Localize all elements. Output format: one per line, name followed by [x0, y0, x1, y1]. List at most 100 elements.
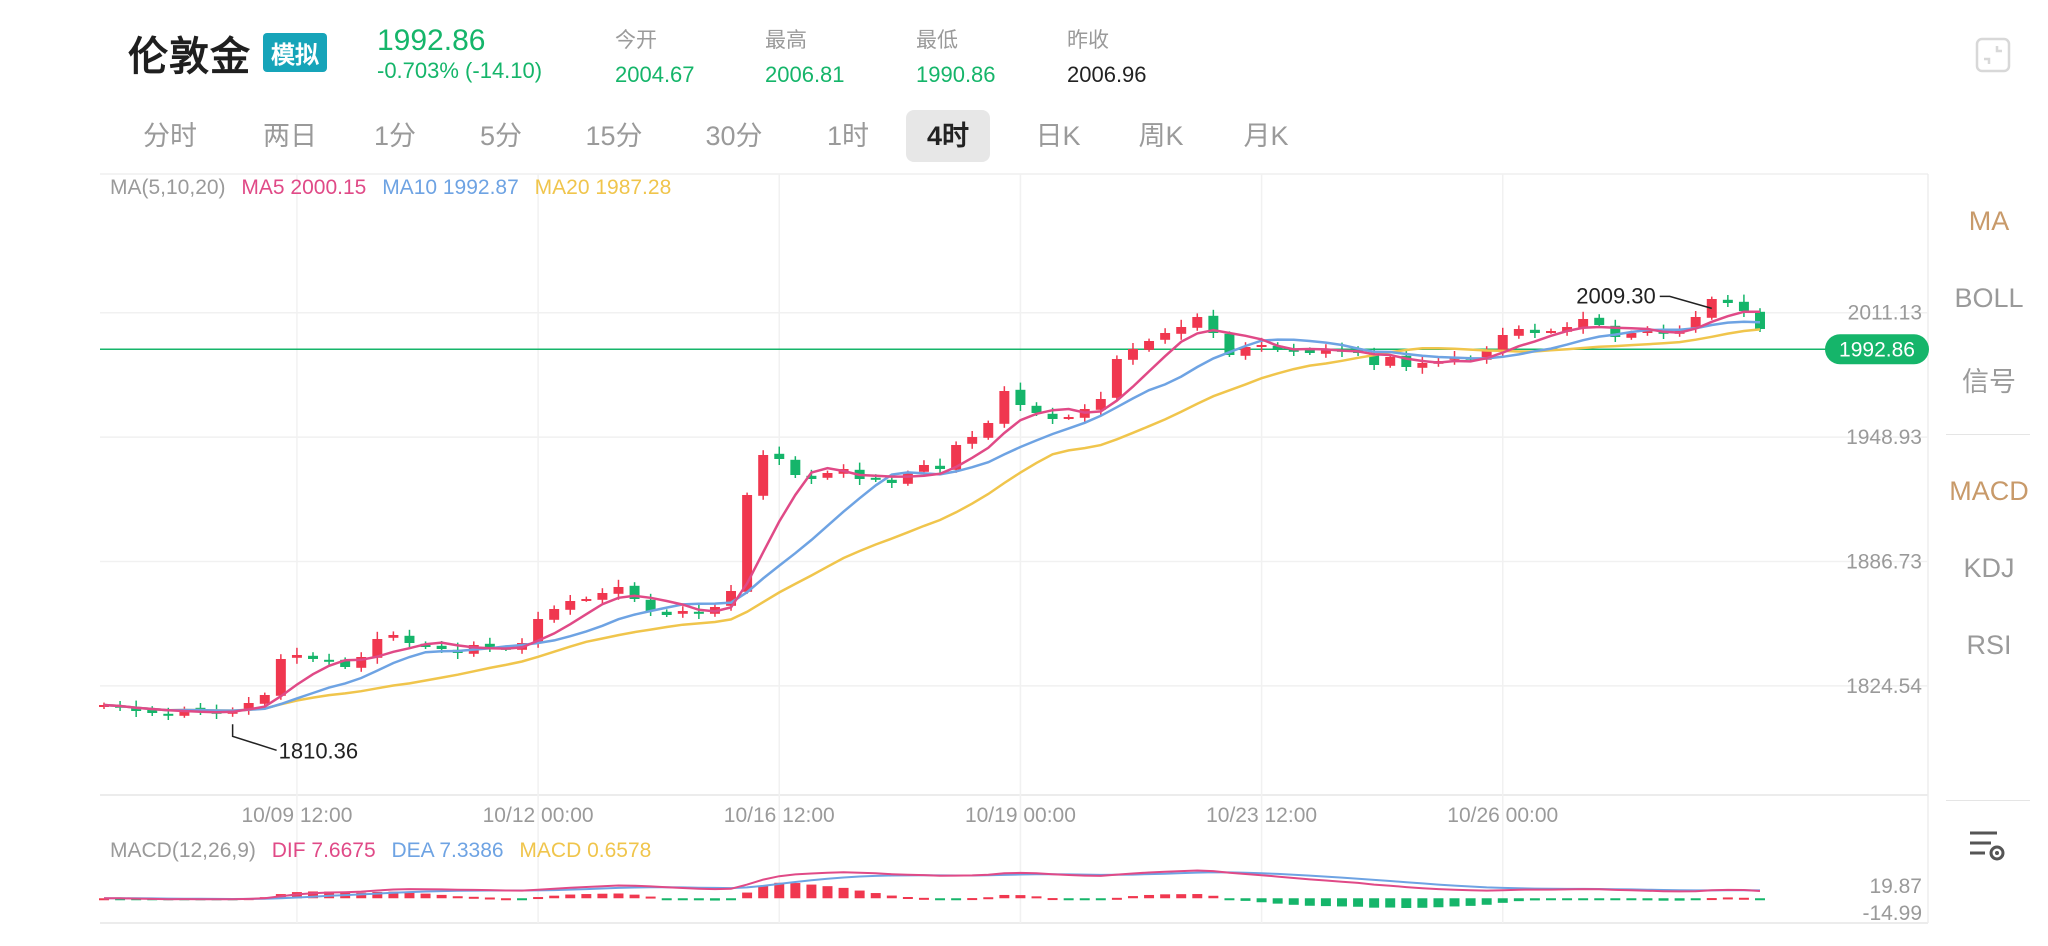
candle — [597, 588, 608, 604]
candle — [1272, 342, 1283, 352]
tab-30min[interactable]: 30分 — [705, 121, 763, 151]
dif-line — [104, 869, 1761, 901]
macd-bar — [1690, 898, 1701, 901]
macd-value-legend: MACD 0.6578 — [519, 839, 651, 862]
macd-bar — [693, 898, 704, 901]
tab-daily[interactable]: 日K — [1035, 121, 1081, 151]
macd-bar — [1240, 898, 1251, 901]
macd-bar — [1497, 898, 1508, 903]
macd-bar — [758, 885, 769, 899]
macd-bar — [452, 896, 463, 899]
tab-5min[interactable]: 5分 — [479, 121, 523, 151]
x-tick-label: 10/19 00:00 — [965, 804, 1076, 827]
macd-bar — [709, 898, 720, 901]
candlestick-chart[interactable]: MA(5,10,20) MA5 2000.15 MA10 1992.87 MA2… — [0, 0, 1930, 946]
macd-y-axis-ticks: 19.87 -14.99 — [1862, 875, 1922, 925]
candle — [967, 431, 978, 449]
candle — [259, 692, 270, 706]
macd-bar — [790, 883, 801, 899]
stat-prev-close: 昨收 2006.96 — [1067, 24, 1147, 88]
candle — [1176, 319, 1187, 340]
indicator-divider — [1946, 434, 2030, 435]
macd-bar — [1320, 898, 1331, 907]
macd-bar — [629, 894, 640, 899]
candle — [1529, 323, 1540, 338]
stat-open-label: 今开 — [615, 29, 657, 52]
indicator-boll[interactable]: BOLL — [1954, 283, 2024, 313]
candle — [999, 386, 1010, 428]
instrument-title: 伦敦金 — [128, 35, 251, 79]
macd-bar — [854, 890, 865, 899]
tab-1min[interactable]: 1分 — [373, 121, 417, 151]
macd-bar — [1722, 897, 1733, 900]
ma10-line — [103, 320, 1761, 712]
dif-legend: DIF 7.6675 — [272, 839, 376, 862]
macd-bar — [1626, 898, 1637, 901]
candle — [1562, 322, 1573, 336]
macd-bar — [1304, 898, 1315, 906]
macd-bar — [1288, 898, 1299, 905]
stat-open: 今开 2004.67 — [615, 24, 695, 88]
macd-bar — [1465, 898, 1476, 906]
macd-bar — [1674, 898, 1685, 901]
macd-bar — [951, 898, 962, 901]
macd-bar — [967, 898, 978, 901]
candle — [484, 637, 495, 652]
x-tick-label: 10/12 00:00 — [483, 804, 594, 827]
tab-15min[interactable]: 15分 — [585, 121, 643, 151]
tab-timeshare[interactable]: 分时 — [143, 121, 197, 151]
y-tick-label: 2011.13 — [1848, 302, 1922, 325]
macd-bar — [517, 898, 528, 901]
macd-bar — [1353, 898, 1364, 907]
candle — [388, 631, 399, 641]
macd-bar — [1594, 898, 1605, 901]
macd-bar — [983, 897, 994, 900]
stat-high-value: 2006.81 — [765, 62, 845, 87]
macd-bar — [645, 896, 656, 899]
macd-bar — [822, 886, 833, 899]
indicator-kdj[interactable]: KDJ — [1963, 553, 2015, 583]
candle — [774, 446, 785, 465]
indicator-signal[interactable]: 信号 — [1962, 367, 2016, 397]
tab-monthly[interactable]: 月K — [1243, 121, 1289, 151]
tab-1h[interactable]: 1时 — [826, 121, 870, 151]
macd-bar — [806, 884, 817, 899]
macd-bar — [1610, 898, 1621, 901]
macd-bar — [726, 898, 737, 901]
macd-bar — [404, 892, 415, 899]
candle — [1063, 414, 1074, 420]
chart-settings-icon[interactable] — [1967, 828, 2007, 864]
tab-weekly[interactable]: 周K — [1138, 121, 1184, 151]
macd-bar — [774, 882, 785, 899]
macd-legend-label: MACD(12,26,9) — [110, 839, 256, 862]
macd-bar — [1160, 894, 1171, 899]
x-tick-label: 10/09 12:00 — [241, 804, 352, 827]
macd-bar — [500, 898, 511, 901]
macd-bar — [597, 893, 608, 899]
dea-legend: DEA 7.3386 — [391, 839, 503, 862]
candle — [275, 654, 286, 700]
indicator-rsi[interactable]: RSI — [1966, 630, 2012, 660]
candle — [308, 652, 318, 662]
fullscreen-icon[interactable] — [1975, 37, 2011, 73]
indicator-macd[interactable]: MACD — [1949, 476, 2029, 506]
macd-bar — [742, 892, 753, 899]
candle — [581, 596, 592, 602]
macd-bar — [918, 897, 929, 900]
tab-4h[interactable]: 4时 — [906, 110, 990, 162]
macd-bar — [388, 891, 399, 899]
candle — [1417, 355, 1428, 374]
indicator-ma[interactable]: MA — [1968, 206, 2010, 236]
macd-bar — [1111, 897, 1122, 900]
tab-two-day[interactable]: 两日 — [263, 121, 317, 151]
macd-bar — [420, 893, 431, 899]
candle — [372, 631, 383, 664]
macd-bar — [356, 892, 367, 899]
macd-bar — [533, 897, 544, 900]
ma20-line — [103, 328, 1761, 712]
price-change: -0.703% (-14.10) — [377, 58, 543, 83]
ma5-legend: MA5 2000.15 — [241, 176, 366, 199]
macd-bar — [581, 894, 592, 899]
current-price-tag: 1992.86 — [1825, 334, 1929, 365]
macd-bar — [1706, 898, 1717, 901]
